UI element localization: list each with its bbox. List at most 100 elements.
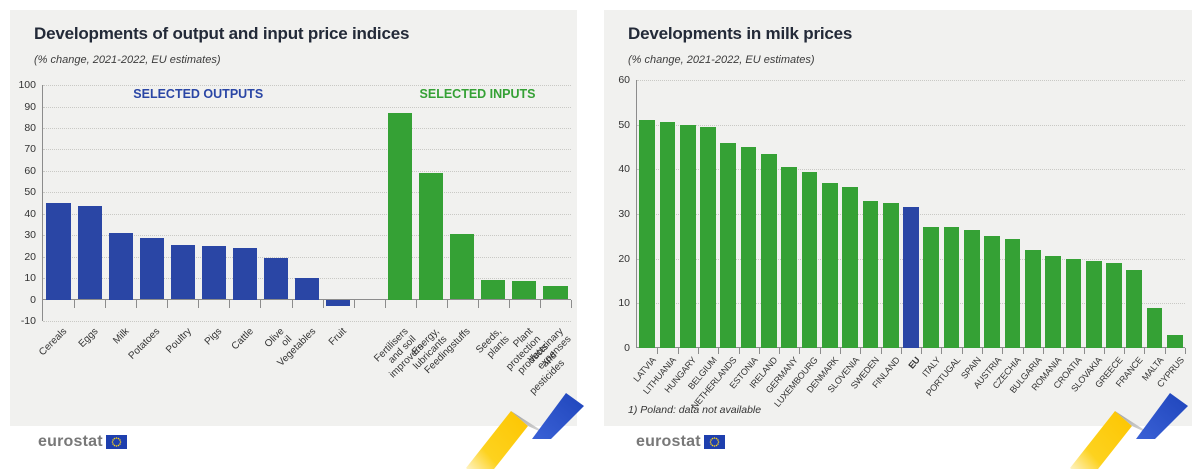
- gridline: [43, 170, 571, 172]
- axis-tick: [322, 299, 324, 308]
- y-axis-tick-label: 10: [618, 297, 630, 310]
- bar-austria: [984, 236, 1001, 348]
- axis-tick: [571, 299, 572, 308]
- y-axis-tick-label: 0: [624, 342, 630, 354]
- axis-tick: [384, 299, 386, 308]
- x-axis-label: Potatoes: [126, 326, 163, 362]
- gridline: [43, 106, 571, 108]
- axis-tick: [198, 299, 200, 308]
- bar-germany: [781, 167, 798, 348]
- bar-poultry: [170, 244, 195, 300]
- x-axis-label: Poultry: [163, 326, 194, 356]
- gridline: [43, 85, 571, 86]
- chart-title: Developments in milk prices: [628, 24, 853, 43]
- bar-bulgaria: [1024, 249, 1041, 348]
- bar-eu: [903, 207, 919, 348]
- y-axis-tick-label: 60: [618, 74, 630, 86]
- milk-prices-plot: 0 10 20 30 40 50 60 LATVIA LITHUANIA HUNGARY BELGI…: [618, 74, 1186, 411]
- y-axis-tick-label: 40: [24, 207, 36, 220]
- chart-subtitle: (% change, 2021-2022, EU estimates): [34, 54, 221, 66]
- bar-hungary: [679, 124, 696, 348]
- eu-flag-icon: [703, 435, 725, 449]
- gridline: [637, 124, 1185, 126]
- axis-tick: [446, 299, 448, 308]
- axis-tick: [105, 299, 107, 308]
- axis-tick: [961, 348, 963, 354]
- x-axis-label: Eggs: [76, 326, 101, 350]
- y-axis-tick-label: 40: [618, 163, 630, 176]
- axis-tick: [74, 299, 76, 308]
- y-axis-tick-label: 20: [24, 250, 36, 263]
- y-axis-tick-label: 90: [24, 100, 36, 113]
- bar-vegetables: [294, 278, 320, 300]
- bar-estonia: [740, 147, 757, 348]
- bar-luxembourg: [801, 171, 818, 348]
- bar-malta: [1146, 307, 1163, 348]
- x-axis-label: Fruit: [326, 326, 349, 348]
- axis-tick: [779, 348, 781, 354]
- bar-cereals: [46, 203, 71, 300]
- axis-tick: [880, 348, 882, 354]
- bar-netherlands: [720, 142, 737, 348]
- axis-tick: [657, 348, 659, 354]
- bar-belgium: [700, 126, 716, 348]
- bar-czechia: [1004, 238, 1021, 348]
- axis-tick: [1022, 348, 1024, 354]
- y-axis-line: [636, 80, 637, 348]
- bar-energy-lubricants: [419, 173, 444, 300]
- y-axis-tick-label: 50: [618, 118, 630, 131]
- bar-spain: [964, 229, 980, 348]
- axis-tick: [1083, 348, 1085, 354]
- eurostat-logo-text: eurostat: [636, 433, 701, 450]
- axis-tick: [1002, 348, 1004, 354]
- gridline: [43, 127, 571, 129]
- bar-croatia: [1065, 258, 1082, 348]
- eurostat-logo: eurostat: [38, 433, 127, 451]
- bar-cattle: [232, 248, 257, 300]
- eurostat-logo-text: eurostat: [38, 433, 103, 450]
- bar-slovakia: [1085, 260, 1102, 348]
- bar-italy: [923, 227, 940, 348]
- bar-fertilisers-and-soil-improvers: [388, 112, 413, 300]
- y-axis-tick-label: 80: [24, 121, 36, 134]
- gridline: [43, 192, 571, 194]
- axis-tick: [136, 299, 138, 308]
- gridline: [43, 149, 571, 151]
- chart-subtitle: (% change, 2021-2022, EU estimates): [628, 54, 815, 66]
- y-axis-tick-label: 20: [618, 252, 630, 265]
- selected-outputs-label: SELECTED OUTPUTS: [133, 87, 264, 101]
- milk-prices-panel: Developments in milk prices (% change, 2…: [604, 10, 1192, 426]
- axis-tick: [900, 348, 902, 354]
- axis-tick: [260, 299, 262, 308]
- y-axis-tick-label: 100: [18, 79, 36, 91]
- gridline: [43, 235, 571, 237]
- y-axis-tick-label: 60: [24, 164, 36, 177]
- bar-france: [1126, 269, 1143, 348]
- bar-portugal: [943, 227, 960, 348]
- axis-tick: [819, 348, 821, 354]
- eurostat-ribbon-icon: [466, 393, 584, 469]
- y-axis-tick-label: 30: [24, 229, 36, 242]
- axis-tick: [291, 299, 293, 308]
- axis-tick: [758, 348, 760, 354]
- axis-tick: [677, 348, 679, 354]
- bar-romania: [1045, 256, 1061, 348]
- bar-seeds-plants: [481, 280, 506, 300]
- x-axis-label: EU: [906, 355, 922, 371]
- axis-tick: [353, 299, 355, 308]
- axis-tick: [477, 299, 479, 308]
- axis-tick: [941, 348, 943, 354]
- axis-tick: [1164, 348, 1166, 354]
- eurostat-ribbon-icon: [1070, 393, 1188, 469]
- y-axis-tick-label: 70: [24, 143, 36, 156]
- gridline: [637, 80, 1185, 81]
- gridline: [43, 256, 571, 258]
- axis-tick: [697, 348, 699, 354]
- y-axis-tick-label: 50: [24, 186, 36, 199]
- selected-inputs-label: SELECTED INPUTS: [419, 87, 536, 101]
- axis-tick: [840, 348, 841, 354]
- bar-denmark: [821, 182, 838, 348]
- axis-tick: [539, 299, 541, 308]
- output-input-plot: SELECTED OUTPUTS SELECTED INPUTS -10 0 10 2…: [18, 79, 574, 397]
- y-axis-tick-label: -10: [20, 315, 36, 327]
